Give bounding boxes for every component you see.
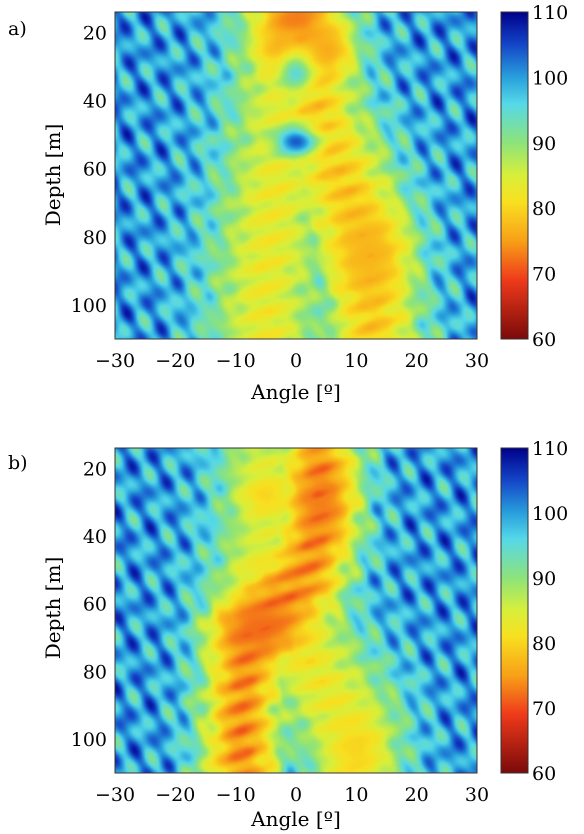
colorbar-tick-label: 80 <box>532 198 556 220</box>
x-tick-label: −10 <box>216 784 256 806</box>
colorbar-tick-label: 60 <box>532 329 556 351</box>
colorbar-tick-labels: 110 100 90 80 70 60 <box>532 438 568 785</box>
y-axis-label: Depth [m] <box>41 557 65 660</box>
y-tick-label: 60 <box>83 594 107 616</box>
y-tick-labels: 20 40 60 80 100 <box>71 458 107 751</box>
y-tick-labels: 20 40 60 80 100 <box>71 22 107 317</box>
heatmap-image <box>115 448 477 773</box>
y-axis-label: Depth [m] <box>41 124 65 227</box>
x-tick-label: 10 <box>344 784 368 806</box>
x-tick-label: 30 <box>465 350 489 372</box>
y-tick-label: 100 <box>71 295 107 317</box>
heatmap-image <box>115 12 477 339</box>
colorbar-tick-label: 60 <box>532 763 556 785</box>
y-tick-label: 60 <box>83 159 107 181</box>
x-tick-label: −20 <box>155 784 195 806</box>
colorbar-tick-label: 80 <box>532 633 556 655</box>
y-tick-label: 40 <box>83 526 107 548</box>
heatmap-plot <box>114 447 478 774</box>
x-tick-label: −20 <box>155 350 195 372</box>
x-tick-label: −30 <box>95 784 135 806</box>
panel-a: a) −30 −20 −10 0 10 20 30 20 40 60 80 100 Angle [º… <box>8 2 568 404</box>
x-tick-label: 0 <box>290 784 302 806</box>
colorbar-tick-label: 110 <box>532 2 568 24</box>
panel-b: b) −30 −20 −10 0 10 20 30 20 40 60 80 100 Angle [º… <box>8 438 568 831</box>
plot-frame <box>114 11 478 340</box>
colorbar-tick-label: 100 <box>532 503 568 525</box>
y-tick-label: 20 <box>83 22 107 44</box>
y-tick-label: 80 <box>83 227 107 249</box>
y-tick-label: 20 <box>83 458 107 480</box>
y-tick-label: 100 <box>71 729 107 751</box>
x-tick-label: −10 <box>216 350 256 372</box>
x-axis-label: Angle [º] <box>250 380 341 404</box>
y-tick-label: 40 <box>83 91 107 113</box>
colorbar: 110 100 90 80 70 60 <box>500 438 568 785</box>
colorbar-tick-label: 100 <box>532 67 568 89</box>
x-tick-label: 20 <box>405 784 429 806</box>
x-tick-label: 20 <box>405 350 429 372</box>
colorbar-tick-label: 70 <box>532 264 556 286</box>
x-tick-label: 10 <box>344 350 368 372</box>
x-tick-label: −30 <box>95 350 135 372</box>
panel-label: a) <box>8 18 27 40</box>
colorbar-tick-label: 70 <box>532 698 556 720</box>
heatmap-plot <box>114 11 478 340</box>
colorbar-gradient <box>500 447 529 774</box>
x-tick-labels: −30 −20 −10 0 10 20 30 <box>95 784 489 806</box>
colorbar-tick-label: 90 <box>532 568 556 590</box>
x-tick-labels: −30 −20 −10 0 10 20 30 <box>95 350 489 372</box>
panel-label: b) <box>8 452 28 474</box>
colorbar: 110 100 90 80 70 60 <box>500 2 568 351</box>
colorbar-gradient <box>500 11 529 340</box>
colorbar-tick-label: 110 <box>532 438 568 460</box>
colorbar-tick-label: 90 <box>532 133 556 155</box>
x-tick-label: 0 <box>290 350 302 372</box>
plot-frame <box>114 447 478 774</box>
colorbar-tick-labels: 110 100 90 80 70 60 <box>532 2 568 351</box>
x-axis-label: Angle [º] <box>250 807 341 831</box>
y-tick-label: 80 <box>83 661 107 683</box>
x-tick-label: 30 <box>465 784 489 806</box>
